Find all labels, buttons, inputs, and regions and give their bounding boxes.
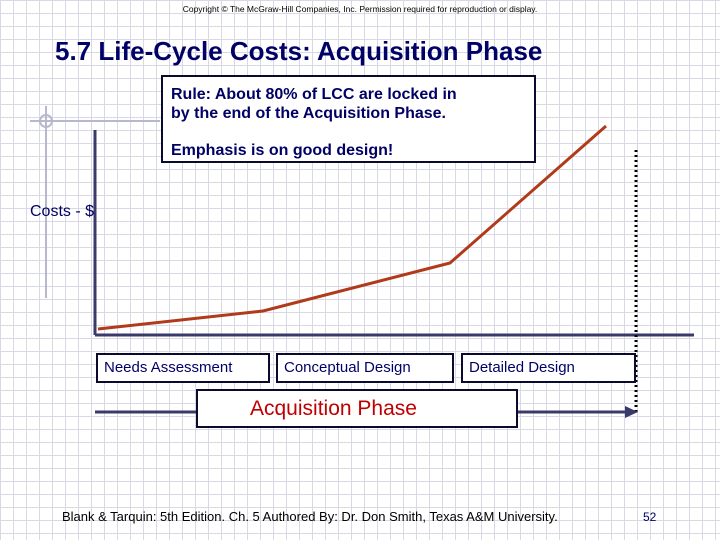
footer-citation: Blank & Tarquin: 5th Edition. Ch. 5 Auth… — [62, 509, 558, 524]
phase-needs-assessment: Needs Assessment — [96, 353, 270, 383]
rule-line-1: Rule: About 80% of LCC are locked in — [171, 86, 457, 103]
rule-callout-box: Rule: About 80% of LCC are locked in by … — [161, 75, 536, 163]
rule-emphasis: Emphasis is on good design! — [171, 142, 394, 159]
page-title: 5.7 Life-Cycle Costs: Acquisition Phase — [55, 36, 543, 66]
copyright-notice: Copyright © The McGraw-Hill Companies, I… — [182, 4, 538, 14]
acquisition-arrow-head — [625, 406, 638, 418]
decor-circle — [39, 114, 53, 128]
cost-curve — [97, 124, 607, 331]
phase-conceptual-design: Conceptual Design — [276, 353, 454, 383]
y-axis-label: Costs - $ — [30, 203, 95, 220]
page-number: 52 — [643, 510, 657, 524]
rule-line-2: by the end of the Acquisition Phase. — [171, 105, 446, 122]
acquisition-phase-label: Acquisition Phase — [196, 389, 518, 428]
phase-detailed-design: Detailed Design — [461, 353, 636, 383]
